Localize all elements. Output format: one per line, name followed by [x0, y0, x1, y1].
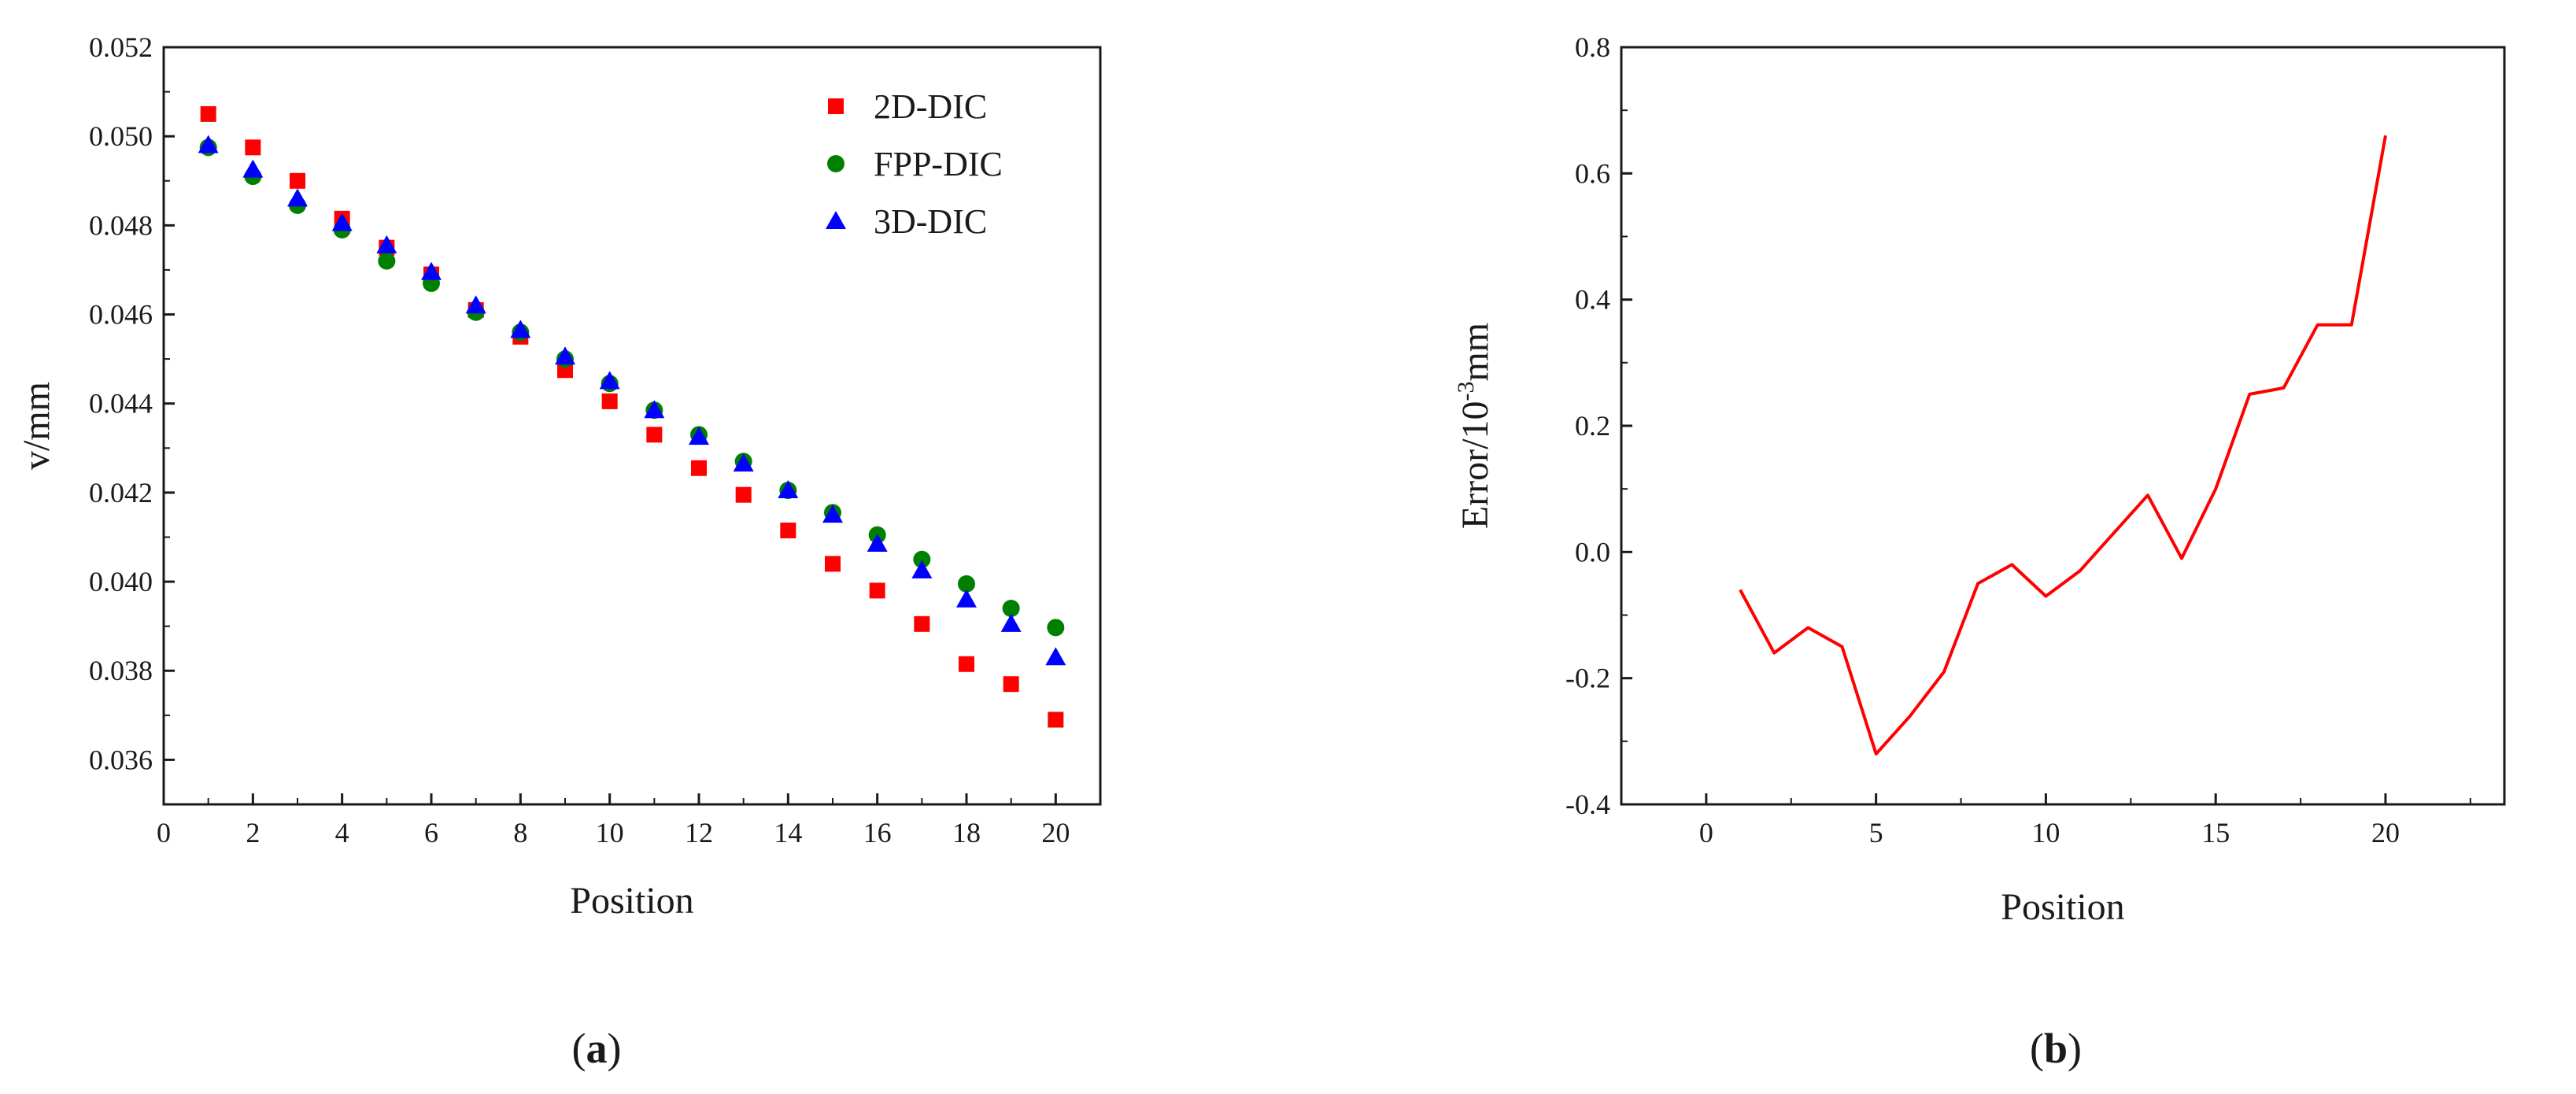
data-point-3d-dic: [644, 400, 665, 419]
data-point-2d-dic: [1003, 676, 1019, 693]
data-point-3d-dic: [465, 295, 486, 314]
data-point-fpp-dic: [958, 575, 975, 593]
data-points-a: [198, 105, 1066, 728]
data-point-3d-dic: [1045, 647, 1066, 666]
legend-marker-3d-dic: [826, 211, 846, 229]
data-line-b: [1739, 135, 2387, 756]
y-tick-label-b: 0.4: [1575, 284, 1610, 316]
y-tick-label-a: 0.042: [89, 477, 153, 508]
x-tick-label-a: 4: [335, 817, 349, 848]
data-point-2d-dic: [735, 486, 752, 503]
y-tick-label-a: 0.050: [89, 120, 153, 152]
data-point-3d-dic: [376, 235, 397, 253]
data-point-2d-dic: [646, 427, 663, 443]
y-tick-label-b: 0.6: [1575, 157, 1610, 189]
data-point-2d-dic: [1048, 711, 1064, 728]
y-axis-ticks-b: -0.4 -0.2 0.0 0.2 0.4 0.6 0.8: [1565, 31, 1632, 820]
legend-label-2d-dic: 2D-DIC: [874, 87, 987, 126]
data-point-3d-dic: [867, 533, 888, 552]
y-tick-label-b: 0.0: [1575, 536, 1610, 567]
y-tick-label-b: -0.2: [1565, 663, 1610, 694]
data-point-3d-dic: [689, 427, 709, 445]
y-tick-label-a: 0.044: [89, 388, 153, 419]
panel-label-a: (a): [572, 1025, 622, 1072]
y-axis-title-b: Error/10-3mm: [1453, 323, 1496, 529]
x-tick-label-a: 6: [424, 817, 438, 848]
data-point-3d-dic: [510, 320, 531, 338]
y-axis-ticks-a: 0.036 0.038 0.040 0.042 0.044 0.046 0.048 0.050…: [89, 31, 175, 805]
data-point-fpp-dic: [1047, 619, 1065, 637]
data-point-3d-dic: [1000, 613, 1022, 632]
data-point-2d-dic: [290, 172, 305, 189]
y-tick-label-a: 0.038: [89, 655, 153, 686]
data-point-2d-dic: [691, 460, 707, 476]
data-point-3d-dic: [331, 213, 353, 231]
x-tick-label-a: 2: [246, 817, 260, 848]
legend-marker-2d-dic: [828, 98, 844, 114]
legend-marker-fpp-dic: [827, 155, 844, 172]
x-tick-label-a: 12: [685, 817, 713, 848]
x-axis-ticks-b: 0 5 10 15 20: [1621, 793, 2471, 848]
data-point-3d-dic: [911, 560, 933, 578]
data-point-2d-dic: [601, 393, 618, 409]
y-tick-label-b: -0.4: [1565, 789, 1610, 820]
x-tick-label-b: 15: [2201, 817, 2230, 848]
data-point-3d-dic: [778, 480, 799, 499]
chart-panel-b: 0 5 10 15 20 -0.4 -0.2 0.0 0.2 0.4 0.6 0.8 Positio…: [1453, 31, 2506, 1072]
data-point-2d-dic: [200, 105, 216, 122]
y-tick-label-b: 0.8: [1575, 31, 1610, 63]
legend-label-3d-dic: 3D-DIC: [874, 202, 987, 241]
x-tick-label-a: 16: [863, 817, 892, 848]
y-axis-title-a: v/mm: [16, 382, 57, 470]
x-axis-title-a: Position: [570, 880, 693, 922]
data-point-3d-dic: [242, 159, 264, 178]
data-point-2d-dic: [780, 522, 796, 538]
y-tick-label-b: 0.2: [1575, 410, 1610, 442]
y-tick-label-a: 0.052: [89, 31, 153, 63]
data-point-2d-dic: [869, 582, 885, 599]
x-tick-label-a: 20: [1041, 817, 1070, 848]
data-point-3d-dic: [822, 504, 843, 523]
x-tick-label-b: 10: [2031, 817, 2060, 848]
plot-area-a: [162, 46, 1102, 806]
x-tick-label-a: 8: [513, 817, 527, 848]
legend-a: 2D-DIC FPP-DIC 3D-DIC: [826, 87, 1003, 241]
y-tick-label-a: 0.046: [89, 299, 153, 331]
data-point-fpp-dic: [378, 252, 396, 270]
data-point-3d-dic: [956, 589, 977, 608]
x-tick-label-a: 18: [952, 817, 981, 848]
x-axis-title-b: Position: [2001, 886, 2124, 928]
data-point-3d-dic: [555, 346, 575, 365]
x-tick-label-a: 10: [596, 817, 624, 848]
data-point-fpp-dic: [1002, 600, 1020, 618]
x-tick-label-b: 5: [1869, 817, 1883, 848]
y-tick-label-a: 0.040: [89, 566, 153, 597]
y-tick-label-a: 0.036: [89, 744, 153, 775]
data-point-2d-dic: [245, 139, 261, 156]
data-point-3d-dic: [287, 188, 308, 207]
data-point-3d-dic: [599, 371, 620, 390]
chart-panel-a: 0 2 4 6 8 10 12 14 16 18 20 0.0360.0380.0400.0420.…: [16, 31, 1102, 1072]
y-tick-label-a: 0.048: [89, 209, 153, 241]
x-tick-label-a: 14: [774, 817, 802, 848]
error-series-line: [1739, 135, 2387, 756]
panel-label-b: (b): [2030, 1025, 2082, 1072]
plot-area-b: [1620, 46, 2506, 806]
data-point-fpp-dic: [913, 550, 931, 568]
legend-label-fpp-dic: FPP-DIC: [874, 145, 1003, 183]
data-point-3d-dic: [733, 453, 754, 472]
data-point-2d-dic: [825, 556, 841, 572]
x-axis-ticks-a: 0 2 4 6 8 10 12 14 16 18 20: [157, 793, 1070, 848]
data-point-2d-dic: [914, 615, 930, 632]
x-tick-label-a: 0: [157, 817, 171, 848]
x-tick-label-b: 20: [2371, 817, 2400, 848]
data-point-2d-dic: [959, 656, 974, 672]
data-point-3d-dic: [421, 261, 442, 280]
data-point-3d-dic: [198, 135, 219, 153]
x-tick-label-b: 0: [1699, 817, 1713, 848]
